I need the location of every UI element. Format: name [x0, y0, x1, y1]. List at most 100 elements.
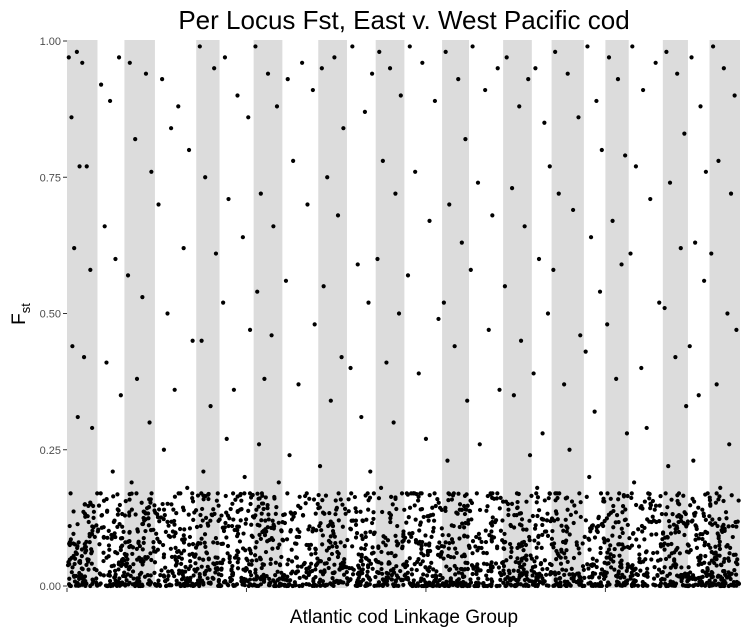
data-point	[138, 559, 143, 564]
data-point	[627, 536, 632, 541]
data-point	[560, 567, 565, 572]
data-point	[599, 147, 604, 153]
data-point	[654, 532, 659, 537]
data-point	[720, 581, 725, 586]
data-point	[721, 568, 726, 574]
data-point	[473, 544, 478, 549]
data-point	[694, 545, 700, 550]
data-point	[118, 393, 123, 398]
data-point	[200, 518, 205, 523]
data-point	[328, 398, 333, 403]
data-point	[74, 551, 79, 556]
data-point	[578, 514, 583, 520]
data-point	[267, 576, 272, 582]
data-point	[582, 534, 587, 540]
data-point	[457, 502, 463, 507]
data-point	[273, 560, 278, 565]
data-point	[459, 507, 465, 513]
data-point	[112, 531, 117, 536]
data-point	[404, 520, 409, 525]
data-point	[192, 554, 197, 559]
data-point	[504, 558, 509, 563]
data-point	[490, 564, 495, 569]
data-point	[567, 581, 572, 587]
data-point	[353, 506, 358, 511]
data-point	[70, 344, 75, 349]
data-point	[213, 566, 218, 571]
data-point	[206, 496, 211, 502]
data-point	[710, 570, 715, 576]
data-point	[608, 552, 613, 557]
data-point	[396, 311, 402, 316]
data-point	[98, 491, 103, 496]
data-point	[643, 557, 648, 562]
data-point	[462, 534, 467, 539]
data-point	[338, 579, 344, 584]
data-point	[677, 551, 682, 556]
data-point	[105, 535, 110, 540]
data-point	[376, 544, 381, 549]
data-point	[692, 511, 697, 516]
data-point	[580, 564, 586, 569]
data-point	[569, 499, 575, 504]
data-point	[244, 567, 249, 572]
data-point	[508, 555, 513, 560]
data-point	[251, 515, 257, 520]
data-point	[359, 414, 364, 420]
data-point	[598, 545, 603, 551]
data-point	[479, 545, 484, 551]
data-point	[620, 504, 626, 509]
data-point	[456, 77, 461, 82]
data-point	[97, 571, 102, 576]
data-point	[300, 582, 305, 587]
data-point	[310, 529, 315, 534]
data-point	[477, 536, 482, 541]
data-point	[86, 557, 91, 562]
data-point	[607, 555, 612, 560]
data-point	[419, 546, 424, 552]
data-point	[548, 519, 553, 524]
data-point	[146, 505, 152, 510]
data-point	[615, 77, 621, 82]
data-point	[201, 493, 206, 498]
data-point	[676, 529, 682, 535]
data-point	[617, 491, 622, 496]
data-point	[271, 224, 276, 229]
data-point	[332, 562, 337, 567]
data-point	[276, 520, 281, 525]
data-point	[191, 573, 196, 578]
data-point	[182, 527, 187, 532]
data-point	[216, 572, 221, 577]
data-point	[385, 538, 391, 543]
data-point	[415, 498, 421, 503]
data-point	[642, 499, 647, 504]
data-point	[141, 536, 146, 541]
data-point	[192, 583, 197, 588]
data-point	[279, 582, 284, 588]
data-point	[140, 521, 145, 527]
data-point	[521, 527, 526, 532]
data-point	[584, 494, 589, 499]
data-point	[350, 572, 356, 577]
data-point	[725, 311, 730, 316]
data-point	[181, 548, 187, 553]
data-point	[80, 60, 85, 65]
data-point	[649, 557, 654, 562]
data-point	[269, 333, 274, 338]
data-point	[135, 527, 140, 532]
data-point	[313, 551, 318, 556]
data-point	[700, 536, 705, 542]
data-point	[192, 510, 197, 515]
data-point	[454, 550, 459, 556]
data-point	[379, 566, 384, 572]
data-point	[268, 561, 273, 567]
data-point	[316, 506, 321, 511]
data-point	[621, 494, 627, 499]
data-point	[509, 545, 514, 551]
data-point	[516, 568, 521, 574]
data-point	[451, 491, 456, 496]
data-point	[553, 577, 558, 582]
data-point	[690, 496, 695, 501]
chart-title: Per Locus Fst, East v. West Pacific cod	[178, 5, 629, 35]
